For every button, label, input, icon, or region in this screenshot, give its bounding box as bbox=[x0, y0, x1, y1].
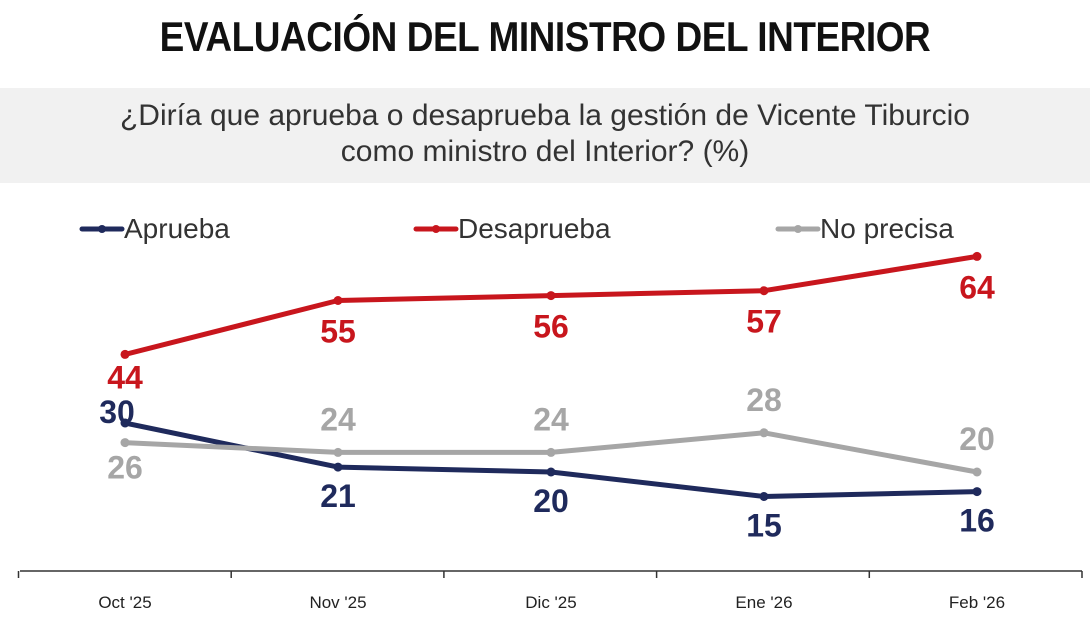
data-point bbox=[972, 251, 982, 261]
subtitle-banner bbox=[0, 88, 1090, 183]
data-label: 30 bbox=[99, 394, 135, 430]
data-label: 20 bbox=[533, 483, 569, 519]
data-point bbox=[333, 296, 343, 305]
data-label: 24 bbox=[320, 401, 356, 437]
legend-label: Aprueba bbox=[124, 213, 230, 244]
data-point bbox=[759, 286, 769, 296]
data-label: 26 bbox=[107, 450, 143, 486]
data-label: 15 bbox=[746, 508, 782, 544]
data-point bbox=[120, 438, 130, 448]
data-label: 20 bbox=[959, 421, 995, 457]
data-label: 16 bbox=[959, 503, 995, 539]
legend-label: No precisa bbox=[820, 213, 954, 244]
data-point bbox=[333, 462, 343, 472]
chart-title: EVALUACIÓN DEL MINISTRO DEL INTERIOR bbox=[159, 13, 931, 60]
data-label: 56 bbox=[533, 309, 569, 345]
data-label: 57 bbox=[746, 304, 782, 340]
x-tick-label: Oct '25 bbox=[98, 593, 151, 612]
data-label: 28 bbox=[746, 382, 782, 418]
legend-marker bbox=[794, 225, 802, 233]
subtitle-line-1: ¿Diría que aprueba o desaprueba la gesti… bbox=[119, 99, 970, 132]
x-tick-label: Feb '26 bbox=[949, 593, 1005, 612]
chart-subtitle: ¿Diría que aprueba o desaprueba la gesti… bbox=[0, 98, 1090, 170]
data-label: 55 bbox=[320, 314, 356, 350]
data-point bbox=[972, 487, 982, 497]
data-point bbox=[972, 467, 982, 477]
data-point bbox=[120, 418, 130, 428]
x-tick-label: Dic '25 bbox=[525, 593, 576, 612]
data-point bbox=[120, 349, 130, 359]
data-point bbox=[333, 447, 343, 457]
legend-marker bbox=[432, 225, 440, 233]
data-point bbox=[759, 492, 769, 501]
data-point bbox=[546, 291, 556, 301]
x-tick-label: Nov '25 bbox=[309, 593, 366, 612]
x-tick-label: Ene '26 bbox=[735, 593, 792, 612]
data-label: 64 bbox=[959, 269, 995, 305]
subtitle-line-2: como ministro del Interior? (%) bbox=[340, 135, 750, 168]
data-label: 44 bbox=[107, 359, 143, 395]
data-point bbox=[759, 428, 769, 438]
data-point bbox=[546, 447, 556, 457]
data-point bbox=[546, 467, 556, 477]
data-label: 21 bbox=[320, 478, 356, 514]
legend-marker bbox=[98, 225, 106, 233]
data-label: 24 bbox=[533, 401, 569, 437]
legend-label: Desaprueba bbox=[458, 213, 611, 244]
